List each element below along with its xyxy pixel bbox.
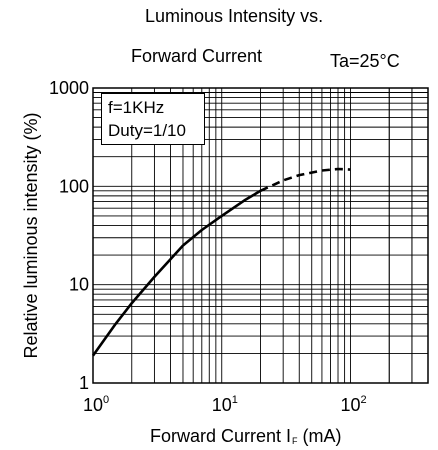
y-tick-label: 1000 bbox=[49, 78, 89, 98]
y-tick-label: 1 bbox=[79, 373, 89, 393]
x-axis-label-subscript: F bbox=[292, 436, 298, 446]
series-line-dashed bbox=[259, 167, 351, 192]
annotation-line-frequency: f=1KHz bbox=[108, 98, 165, 117]
y-tick-label: 10 bbox=[69, 275, 89, 295]
annotation-box: f=1KHz Duty=1/10 bbox=[101, 93, 205, 145]
y-axis-label: Relative luminous intensity (%) bbox=[21, 112, 41, 358]
condition-label: Ta=25°C bbox=[330, 51, 400, 71]
x-tick-label: 100 bbox=[83, 394, 109, 415]
chart-title-line2: Forward Current bbox=[131, 46, 263, 66]
x-tick-label: 101 bbox=[212, 394, 238, 415]
series-line-solid bbox=[91, 189, 262, 357]
y-tick-label: 100 bbox=[59, 176, 89, 196]
x-axis-label-main: Forward Current I bbox=[150, 426, 292, 446]
chart-title-line1: Luminous Intensity vs. bbox=[145, 6, 324, 26]
x-axis-label: Forward Current IF (mA) bbox=[150, 426, 342, 447]
x-tick-label: 102 bbox=[340, 394, 366, 415]
annotation-line-duty: Duty=1/10 bbox=[108, 121, 186, 140]
x-axis-label-unit: (mA) bbox=[297, 426, 342, 446]
plot-frame bbox=[92, 87, 429, 384]
